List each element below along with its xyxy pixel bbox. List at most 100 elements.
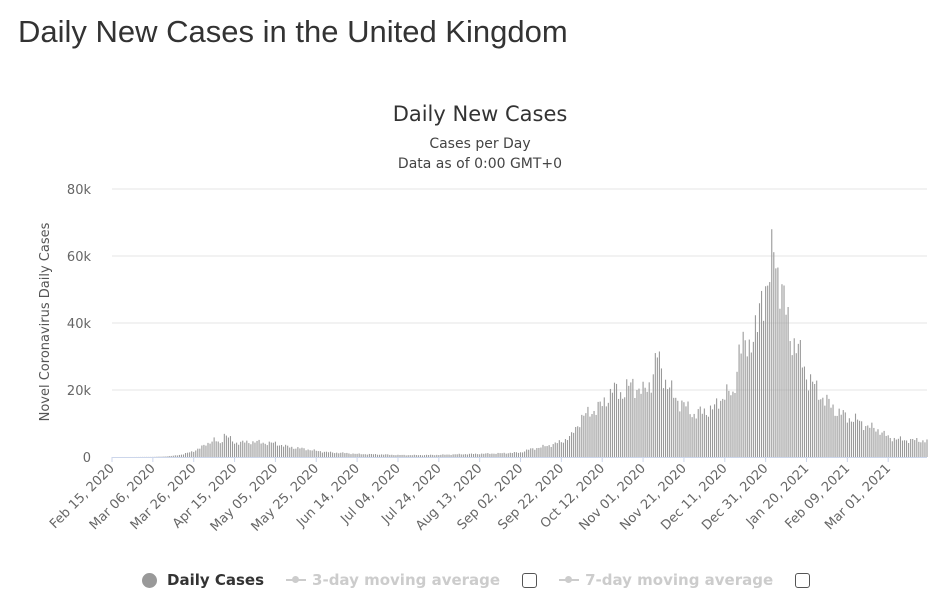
bar [289,447,291,457]
bar [270,442,272,457]
bar [920,442,922,457]
bar [548,445,550,457]
bar [446,454,448,457]
bar [187,452,189,457]
bar [342,452,344,457]
bar [861,421,863,457]
bar [750,352,752,457]
bar [554,442,556,457]
bar [566,440,569,457]
y-axis-label: Novel Coronavirus Daily Cases [38,222,53,421]
bar [716,398,718,457]
bar [926,439,928,457]
bar [579,427,581,457]
bar [303,448,305,457]
bar [283,446,285,457]
bar [748,339,750,457]
bar [785,314,787,457]
bar [323,451,325,457]
bar [599,401,601,457]
bar [297,447,299,457]
bar [669,387,671,457]
bar [810,374,812,457]
bar [756,332,759,457]
bar [910,438,912,457]
legend: Daily Cases 3-day moving average 7-day m… [142,570,832,590]
bar [601,406,603,457]
bar [789,341,791,457]
bar [846,422,848,457]
bar [754,315,756,457]
bar [428,455,430,457]
bar [248,443,250,457]
bar [184,453,187,457]
bar [644,387,646,457]
chart-subtitle: Cases per Day [429,136,530,152]
bar [436,454,438,457]
bar [219,443,221,457]
3-day-average-checkbox[interactable] [522,572,538,588]
bar [591,414,593,457]
bar [438,455,440,457]
bar [172,455,174,457]
bar [836,415,838,457]
bar [711,409,714,457]
bar [642,381,644,457]
bar [767,285,769,457]
bar [799,340,801,457]
bar [309,450,311,457]
bar [264,443,266,457]
bar [658,351,660,457]
bar [859,420,861,457]
legend-label: Daily Cases [167,571,265,589]
bar [742,331,744,457]
bar [738,344,740,457]
bar [252,441,254,457]
bar [401,454,403,457]
bar [648,382,650,457]
bar [746,356,748,457]
bar [291,446,293,457]
bar [560,442,562,457]
bar [260,443,262,457]
bar [301,447,303,457]
bar [191,451,193,457]
bar [568,436,571,457]
bar [311,450,313,457]
bar [544,446,546,457]
bar [344,453,346,457]
bar [857,419,859,457]
bar [246,440,248,457]
bar [307,449,309,457]
bar [354,453,356,457]
bar [556,443,558,457]
bar [207,442,209,457]
bar [546,446,548,457]
bar [734,393,736,457]
bar [223,433,225,457]
bar [213,437,215,457]
bar [395,455,397,457]
bar [387,454,389,457]
bar [542,444,544,457]
bar [687,401,689,457]
y-tick-label: 40k [67,317,92,332]
bar [620,392,622,457]
bar [193,451,195,457]
7-day-average-checkbox[interactable] [795,572,811,588]
bar [640,393,642,457]
bar [409,455,411,457]
legend-item-3-day-average[interactable]: 3-day moving average [286,571,500,589]
legend-item-7-day-average[interactable]: 7-day moving average [559,571,773,589]
bar [587,406,589,457]
bar [887,435,889,457]
legend-item-daily-cases[interactable]: Daily Cases [142,571,264,589]
bar [697,409,699,457]
bar [575,427,577,457]
bar [705,415,707,457]
bar [581,414,583,457]
bar [607,402,609,457]
bar [740,353,742,457]
bar [440,454,442,457]
